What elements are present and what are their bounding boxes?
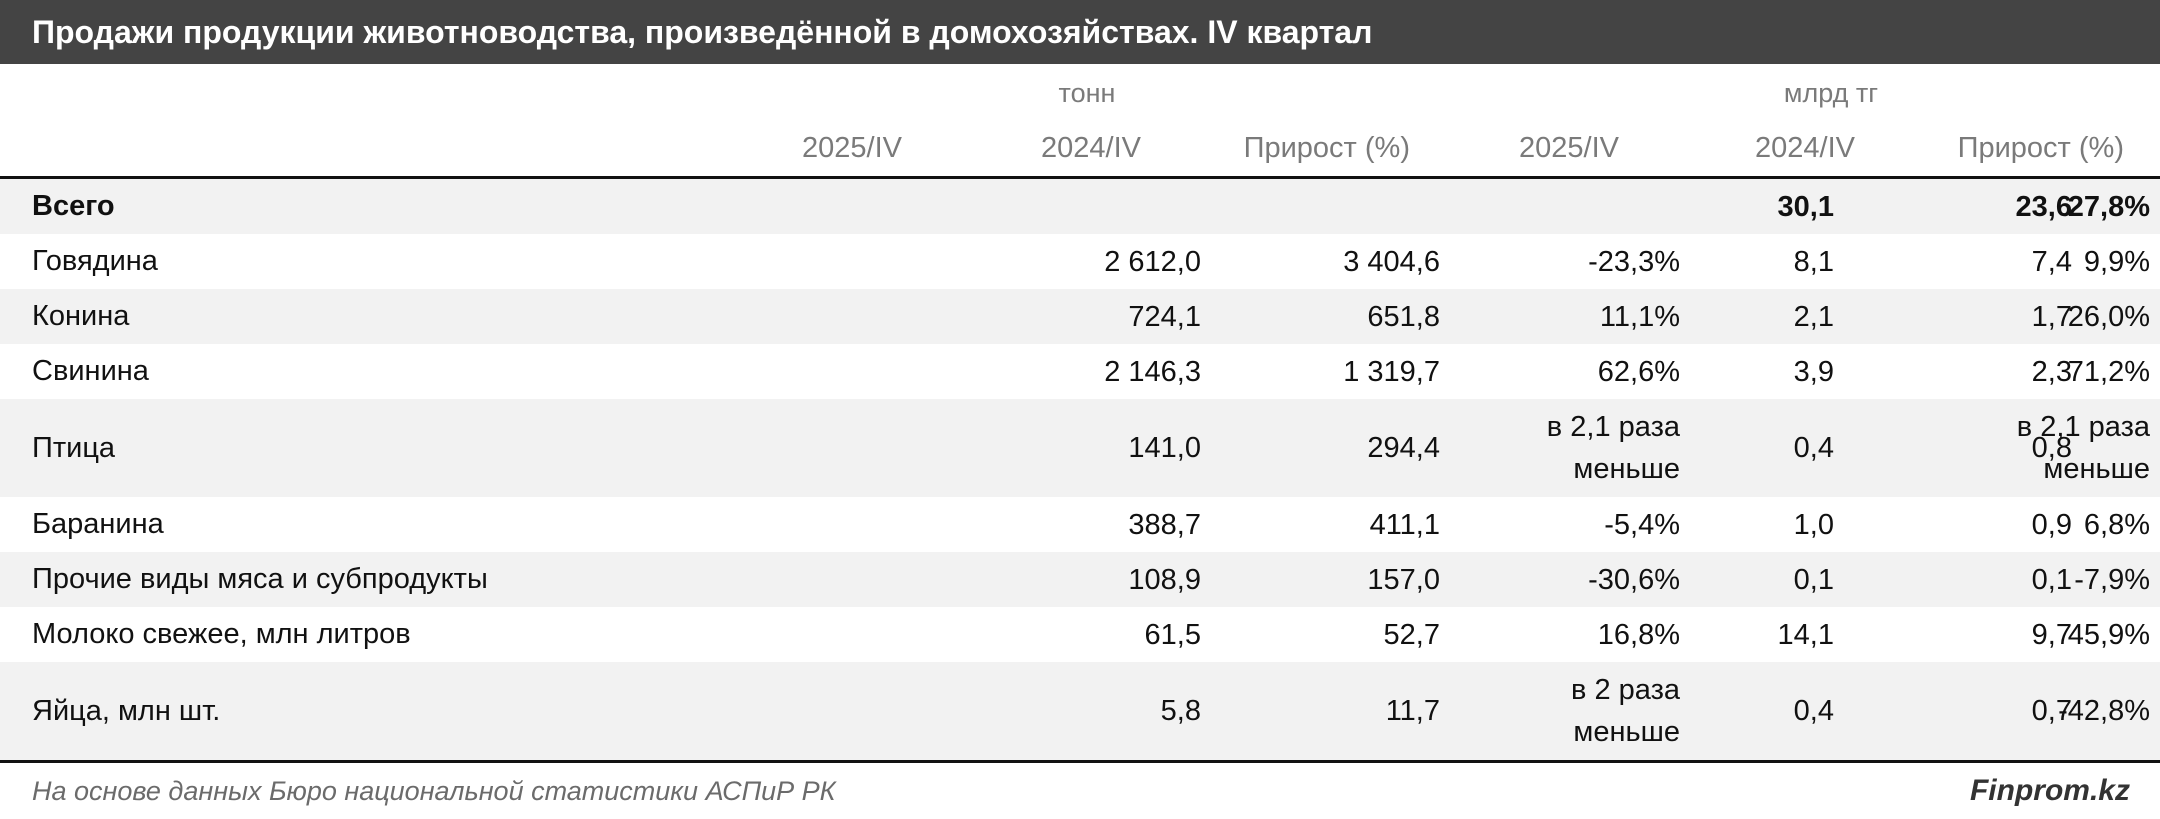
row-label: Всего bbox=[32, 190, 115, 222]
table-cell bbox=[981, 179, 1201, 234]
row-label: Конина bbox=[32, 300, 130, 332]
table-cell: 62,6% bbox=[1597, 355, 1680, 388]
table-cell: в 2,1 раза меньше bbox=[1546, 411, 1680, 485]
table-cell: 14,1 bbox=[1777, 618, 1834, 651]
column-header: 2024/IV bbox=[1755, 132, 1855, 164]
table-cell: 141,0 bbox=[1128, 432, 1201, 464]
table-cell: -7,9% bbox=[2074, 563, 2150, 596]
table-cell: 61,5 bbox=[1144, 618, 1201, 651]
table-cell: 23,6 bbox=[2015, 190, 2072, 223]
row-label: Баранина bbox=[32, 508, 164, 540]
table-cell: 411,1 bbox=[1369, 508, 1440, 541]
table-cell: 9,7 bbox=[2031, 618, 2072, 651]
unit-label-tonnes: тонн bbox=[1058, 78, 1116, 108]
table-cell: 71,2% bbox=[2067, 355, 2150, 388]
table-cell: 1 319,7 bbox=[1343, 355, 1440, 388]
table-cell: 30,1 bbox=[1777, 190, 1834, 223]
footer-divider bbox=[0, 760, 2160, 763]
row-label: Птица bbox=[32, 431, 116, 464]
column-header: 2025/IV bbox=[802, 132, 902, 164]
table-cell: 0,1 bbox=[2031, 563, 2072, 596]
table-cell: 294,4 bbox=[1367, 432, 1440, 464]
table-row: Говядина 2 612,0 3 404,6 -23,3% 8,1 7,4 9,9% bbox=[0, 234, 2160, 289]
table-cell: 5,8 bbox=[1160, 695, 1201, 727]
table-row: Яйца, млн шт. 5,8 11,7 в 2 раза меньше 0,4 0,7… bbox=[0, 662, 2160, 760]
unit-label-billion-tenge: млрд тг bbox=[1783, 78, 1879, 108]
column-header: Прирост (%) bbox=[1243, 132, 1410, 164]
row-label: Молоко свежее, млн литров bbox=[32, 618, 411, 650]
table-cell: 9,9% bbox=[2083, 245, 2150, 278]
row-label: Говядина bbox=[32, 245, 158, 277]
table-cell: 108,9 bbox=[1128, 563, 1201, 596]
table-cell: 1,7 bbox=[2031, 300, 2072, 333]
table-cell: 16,8% bbox=[1597, 618, 1680, 651]
table-cell: 2,1 bbox=[1793, 300, 1834, 333]
table-cell: 3 404,6 bbox=[1343, 245, 1440, 278]
table-cell: 724,1 bbox=[1128, 300, 1201, 333]
column-header: 2025/IV bbox=[1519, 132, 1619, 164]
table-cell: -42,8% bbox=[2058, 695, 2150, 727]
table-cell: 1,0 bbox=[1793, 508, 1834, 541]
table-cell: 11,1% bbox=[1599, 300, 1680, 333]
table-cell: в 2,1 раза меньше bbox=[2016, 411, 2150, 485]
table-cell: 0,7 bbox=[2031, 695, 2072, 727]
table-cell: 0,1 bbox=[1793, 563, 1834, 596]
header-divider bbox=[0, 176, 2160, 179]
table-cell: 8,1 bbox=[1793, 245, 1834, 278]
table-cell: 157,0 bbox=[1367, 563, 1440, 596]
table-cell: 0,8 bbox=[2031, 432, 2072, 464]
row-label: Яйца, млн шт. bbox=[32, 694, 221, 727]
table-cell: 3,9 bbox=[1793, 355, 1834, 388]
table-row: Молоко свежее, млн литров 61,5 52,7 16,8% 14… bbox=[0, 607, 2160, 662]
column-header: 2024/IV bbox=[1041, 132, 1141, 164]
table-row: Конина 724,1 651,8 11,1% 2,1 1,7 26,0% bbox=[0, 289, 2160, 344]
table-cell: 651,8 bbox=[1367, 300, 1440, 333]
table-cell: 0,9 bbox=[2031, 508, 2072, 541]
table-cell: 6,8% bbox=[2083, 508, 2150, 541]
table-body: Всего 30,1 23,6 27,8% Говядина 2 612,0 3 404,6… bbox=[0, 179, 2160, 760]
column-header: Прирост (%) bbox=[1957, 132, 2124, 164]
row-label: Свинина bbox=[32, 355, 149, 387]
table-row: Всего 30,1 23,6 27,8% bbox=[0, 179, 2160, 234]
table-row: Прочие виды мяса и субпродукты 108,9 157,0… bbox=[0, 552, 2160, 607]
table-row: Птица 141,0 294,4 в 2,1 раза меньше 0,4 0,8 в 2… bbox=[0, 399, 2160, 497]
table-cell: 45,9% bbox=[2067, 618, 2150, 651]
table-cell: 2 612,0 bbox=[1104, 245, 1201, 278]
table-cell: 0,4 bbox=[1793, 432, 1834, 464]
table-cell: 26,0% bbox=[2067, 300, 2150, 333]
table-cell: в 2 раза меньше bbox=[1570, 674, 1680, 748]
table-cell: 388,7 bbox=[1128, 508, 1201, 541]
brand-logo: Finprom.kz bbox=[1969, 774, 2130, 807]
table-cell: 7,4 bbox=[2031, 245, 2072, 278]
table-cell: 0,4 bbox=[1793, 695, 1834, 727]
table-cell: 2 146,3 bbox=[1104, 355, 1201, 388]
table-cell: -23,3% bbox=[1588, 245, 1680, 278]
table-row: Свинина 2 146,3 1 319,7 62,6% 3,9 2,3 71,2% bbox=[0, 344, 2160, 399]
table-header: тонн млрд тг 2025/IV 2024/IV Прирост (%)… bbox=[0, 64, 2160, 176]
table-row: Баранина 388,7 411,1 -5,4% 1,0 0,9 6,8% bbox=[0, 497, 2160, 552]
table-cell: -5,4% bbox=[1604, 508, 1680, 541]
page-title: Продажи продукции животноводства, произв… bbox=[0, 0, 2160, 64]
table-cell: 52,7 bbox=[1383, 618, 1440, 651]
table-cell bbox=[1220, 179, 1440, 234]
table-cell: -30,6% bbox=[1588, 563, 1680, 596]
row-label: Прочие виды мяса и субпродукты bbox=[32, 563, 488, 595]
footer: На основе данных Бюро национальной стати… bbox=[0, 763, 2160, 819]
table-cell: 27,8% bbox=[2067, 190, 2150, 223]
table-cell: 11,7 bbox=[1385, 695, 1440, 727]
source-note: На основе данных Бюро национальной стати… bbox=[32, 776, 836, 806]
table-cell: 2,3 bbox=[2031, 355, 2072, 388]
